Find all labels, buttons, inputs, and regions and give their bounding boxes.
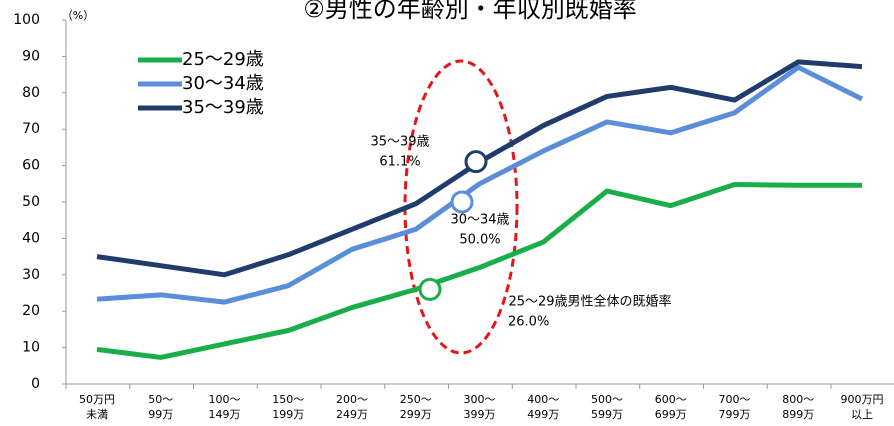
y-tick-label: 50 bbox=[22, 194, 40, 210]
highlight-ellipse bbox=[403, 59, 519, 355]
annotation-value: 61.1% bbox=[379, 155, 420, 170]
y-tick-label: 10 bbox=[22, 340, 40, 356]
legend-label: 25～29歳 bbox=[182, 49, 264, 70]
x-tick-label: 50万円 未満 bbox=[79, 393, 115, 421]
y-tick-label: 70 bbox=[22, 121, 40, 137]
y-tick-label: 60 bbox=[22, 158, 40, 174]
x-tick-label: 600～ 699万 bbox=[654, 393, 687, 421]
y-tick-label: 100 bbox=[13, 12, 40, 28]
annotation-label: 30～34歳 bbox=[450, 213, 509, 228]
y-tick-label: 20 bbox=[22, 303, 40, 319]
y-axis-label: （%） bbox=[62, 9, 94, 22]
annotation-marker bbox=[450, 190, 474, 214]
y-tick-label: 40 bbox=[22, 230, 40, 246]
x-tick-label: 100～ 149万 bbox=[208, 393, 241, 421]
annotation-label: 35～39歳 bbox=[370, 135, 429, 150]
series-line bbox=[96, 64, 864, 305]
series-line bbox=[96, 182, 862, 360]
y-tick-label: 0 bbox=[31, 376, 40, 392]
x-tick-label: 150～ 199万 bbox=[272, 393, 305, 421]
x-tick-label: 300～ 399万 bbox=[463, 393, 496, 421]
annotation-value: 50.0% bbox=[459, 233, 500, 248]
annotation-marker bbox=[418, 277, 442, 301]
annotation-label: 25～29歳男性全体の既婚率 bbox=[508, 294, 671, 310]
annotation-marker bbox=[464, 150, 488, 174]
y-tick-label: 80 bbox=[22, 85, 40, 101]
x-tick-label: 200～ 249万 bbox=[336, 393, 368, 421]
x-tick-label: 400～ 499万 bbox=[527, 393, 560, 421]
y-tick-label: 30 bbox=[22, 267, 40, 283]
x-tick-label: 800～ 899万 bbox=[782, 393, 815, 421]
y-tick-label: 90 bbox=[22, 48, 40, 64]
x-tick-label: 250～ 299万 bbox=[399, 393, 432, 421]
annotation-value: 26.0% bbox=[508, 315, 549, 330]
x-tick-label: 700～ 799万 bbox=[718, 393, 751, 421]
x-tick-label: 50～ 99万 bbox=[148, 393, 174, 421]
x-tick-label: 900万円 以上 bbox=[840, 393, 884, 421]
legend-label: 30～34歳 bbox=[182, 73, 264, 94]
chart-title: ②男性の年齢別・年収別既婚率 bbox=[303, 0, 637, 23]
x-tick-label: 500～ 599万 bbox=[591, 393, 623, 421]
legend-label: 35～39歳 bbox=[182, 97, 264, 118]
